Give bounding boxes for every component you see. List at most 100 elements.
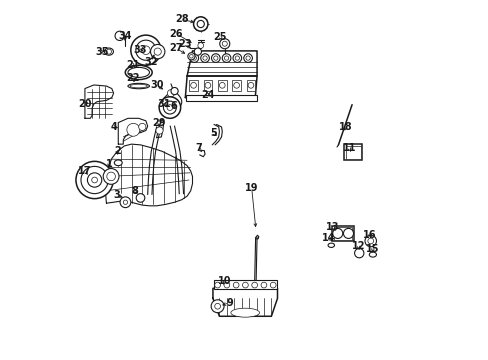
- Text: 3: 3: [114, 190, 121, 200]
- Text: 23: 23: [178, 40, 192, 49]
- Circle shape: [126, 123, 140, 136]
- Ellipse shape: [230, 308, 259, 317]
- Circle shape: [364, 235, 376, 247]
- Circle shape: [211, 54, 220, 62]
- Text: 19: 19: [244, 183, 258, 193]
- Circle shape: [131, 35, 161, 65]
- Circle shape: [197, 21, 204, 28]
- Bar: [218, 80, 226, 91]
- Circle shape: [245, 56, 250, 60]
- Circle shape: [201, 54, 209, 62]
- Text: 11: 11: [342, 143, 355, 153]
- Text: 4: 4: [110, 122, 117, 132]
- Circle shape: [213, 56, 218, 60]
- Circle shape: [92, 177, 97, 183]
- Text: 24: 24: [201, 90, 214, 100]
- Ellipse shape: [130, 84, 147, 88]
- Text: 33: 33: [133, 45, 146, 55]
- Circle shape: [190, 54, 198, 62]
- Bar: [214, 280, 276, 289]
- Text: 14: 14: [322, 233, 335, 243]
- Polygon shape: [185, 76, 257, 98]
- Text: 32: 32: [144, 57, 158, 67]
- Text: 10: 10: [218, 276, 231, 286]
- Text: 20: 20: [78, 99, 91, 109]
- Text: 5: 5: [210, 129, 217, 138]
- Circle shape: [247, 82, 253, 88]
- Text: 6: 6: [170, 102, 177, 112]
- Circle shape: [150, 44, 164, 59]
- Circle shape: [233, 82, 239, 88]
- Ellipse shape: [368, 252, 376, 257]
- Bar: [186, 95, 257, 101]
- Circle shape: [163, 101, 176, 114]
- Circle shape: [214, 282, 220, 288]
- Bar: [333, 227, 351, 239]
- Text: 7: 7: [195, 143, 202, 153]
- Bar: [189, 80, 198, 91]
- Text: 30: 30: [150, 80, 163, 90]
- Circle shape: [270, 282, 276, 288]
- Circle shape: [115, 31, 124, 41]
- Circle shape: [142, 46, 150, 54]
- Text: 22: 22: [125, 73, 139, 83]
- Circle shape: [343, 228, 353, 238]
- Text: 13: 13: [325, 222, 338, 232]
- Ellipse shape: [327, 243, 334, 247]
- Circle shape: [156, 127, 163, 134]
- Ellipse shape: [125, 65, 152, 80]
- Circle shape: [214, 303, 220, 309]
- Circle shape: [171, 87, 178, 95]
- Circle shape: [198, 42, 203, 48]
- Circle shape: [192, 56, 196, 60]
- Circle shape: [76, 161, 113, 199]
- Ellipse shape: [128, 84, 149, 89]
- Circle shape: [242, 282, 248, 288]
- Bar: [344, 144, 362, 160]
- Text: 25: 25: [213, 32, 226, 41]
- Bar: [203, 80, 212, 91]
- Ellipse shape: [128, 67, 149, 77]
- Circle shape: [136, 194, 144, 202]
- Circle shape: [222, 41, 227, 46]
- Text: 27: 27: [168, 43, 182, 53]
- Circle shape: [219, 39, 229, 49]
- Circle shape: [106, 172, 115, 181]
- Circle shape: [354, 248, 363, 258]
- Circle shape: [211, 300, 224, 313]
- Circle shape: [189, 54, 193, 58]
- Polygon shape: [85, 85, 113, 118]
- Circle shape: [167, 90, 174, 97]
- Circle shape: [251, 282, 257, 288]
- Bar: [345, 145, 360, 159]
- Text: 21: 21: [125, 59, 139, 69]
- Bar: [332, 226, 353, 241]
- Bar: [163, 103, 176, 113]
- Text: 12: 12: [351, 241, 365, 251]
- Polygon shape: [212, 288, 277, 316]
- Bar: [246, 80, 255, 91]
- Circle shape: [106, 49, 111, 54]
- Circle shape: [244, 54, 252, 62]
- Circle shape: [139, 123, 145, 131]
- Text: 17: 17: [78, 166, 91, 176]
- Text: 26: 26: [169, 29, 183, 39]
- Bar: [232, 80, 241, 91]
- Text: 9: 9: [225, 298, 232, 308]
- Circle shape: [224, 56, 228, 60]
- Text: 29: 29: [152, 118, 165, 128]
- Circle shape: [261, 282, 266, 288]
- Circle shape: [103, 168, 119, 184]
- Circle shape: [81, 166, 108, 194]
- Circle shape: [154, 48, 161, 55]
- Text: 18: 18: [338, 122, 352, 132]
- Text: 15: 15: [366, 244, 379, 254]
- Circle shape: [233, 54, 241, 62]
- Circle shape: [187, 53, 195, 60]
- Ellipse shape: [114, 160, 122, 166]
- Circle shape: [194, 48, 201, 55]
- Text: 31: 31: [157, 99, 170, 109]
- Circle shape: [222, 54, 230, 62]
- Polygon shape: [118, 118, 147, 144]
- Circle shape: [367, 238, 373, 244]
